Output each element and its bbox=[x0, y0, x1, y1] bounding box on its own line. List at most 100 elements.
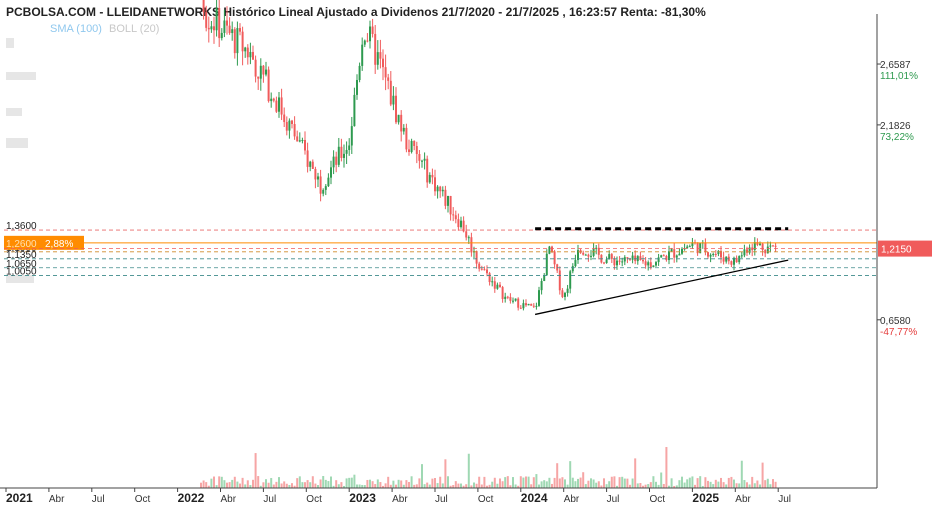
candle-body bbox=[447, 196, 449, 206]
candle-body bbox=[735, 257, 738, 263]
volume-bar bbox=[642, 485, 644, 488]
volume-bar bbox=[519, 476, 522, 488]
boll-indicator-label[interactable]: BOLL (20) bbox=[109, 23, 160, 35]
volume-bar bbox=[694, 484, 696, 488]
volume-bar bbox=[605, 484, 608, 488]
candle-body bbox=[623, 257, 626, 262]
volume-bar bbox=[491, 481, 494, 488]
x-year-label: 2025 bbox=[692, 491, 719, 505]
volume-bar bbox=[358, 484, 361, 488]
volume-bar bbox=[657, 484, 660, 488]
candle-body bbox=[262, 65, 265, 75]
volume-bar bbox=[413, 484, 416, 488]
volume-bar bbox=[252, 479, 254, 488]
candle-body bbox=[239, 28, 241, 32]
candle-body bbox=[421, 160, 423, 162]
volume-bar bbox=[395, 484, 397, 488]
volume-bar bbox=[527, 476, 530, 488]
candle-body bbox=[223, 20, 226, 33]
candle-body bbox=[371, 26, 374, 34]
candle-body bbox=[660, 255, 663, 258]
candle-body bbox=[478, 263, 481, 269]
volume-bar bbox=[558, 478, 561, 488]
volume-bar bbox=[363, 485, 366, 488]
volume-bar bbox=[548, 477, 551, 488]
candle-body bbox=[249, 51, 252, 58]
volume-bar bbox=[499, 478, 501, 488]
candle-body bbox=[327, 177, 330, 187]
candle-body bbox=[759, 243, 761, 245]
volume-bar bbox=[553, 477, 556, 488]
candle-body bbox=[423, 158, 426, 161]
volume-bar bbox=[696, 478, 699, 488]
volume-bar bbox=[239, 483, 241, 488]
candle-body bbox=[228, 25, 231, 34]
x-year-label: 2022 bbox=[178, 491, 205, 505]
volume-bar bbox=[322, 476, 325, 488]
candle-body bbox=[517, 298, 520, 308]
candle-body bbox=[569, 271, 572, 289]
candle-body bbox=[631, 255, 634, 260]
candle-body bbox=[733, 257, 735, 265]
candle-body bbox=[272, 98, 275, 101]
candle-body bbox=[291, 120, 293, 125]
volume-bar bbox=[722, 482, 725, 488]
candle-body bbox=[748, 247, 751, 253]
volume-bar bbox=[436, 483, 439, 488]
volume-bar bbox=[475, 483, 478, 488]
candle-body bbox=[665, 255, 668, 261]
candle-body bbox=[296, 136, 299, 142]
sma-indicator-label[interactable]: SMA (100) bbox=[50, 23, 102, 35]
volume-bar bbox=[311, 476, 314, 488]
volume-bar bbox=[636, 483, 639, 488]
volume-bar bbox=[293, 485, 296, 488]
candle-body bbox=[309, 161, 312, 167]
candle-body bbox=[493, 281, 496, 289]
candle-body bbox=[231, 29, 234, 34]
x-month-label: Jul bbox=[263, 494, 276, 505]
candle-body bbox=[605, 259, 608, 264]
volume-bar bbox=[421, 464, 423, 488]
candle-body bbox=[293, 124, 296, 137]
level-label: 1,1350 bbox=[6, 250, 37, 261]
volume-bar bbox=[309, 482, 312, 488]
candle-body bbox=[582, 252, 585, 255]
candle-body bbox=[311, 161, 314, 169]
candle-body bbox=[610, 254, 613, 259]
volume-bar bbox=[634, 458, 637, 488]
volume-bar bbox=[597, 481, 600, 488]
candle-body bbox=[376, 52, 379, 65]
volume-bar bbox=[720, 477, 722, 488]
candle-body bbox=[361, 44, 364, 66]
candle-body bbox=[535, 305, 538, 307]
candle-body bbox=[766, 246, 769, 254]
volume-bar bbox=[288, 484, 291, 488]
volume-bar bbox=[678, 480, 681, 488]
volume-bar bbox=[608, 481, 611, 488]
candle-body bbox=[509, 297, 512, 301]
candle-body bbox=[405, 127, 408, 150]
volume-bar bbox=[231, 479, 234, 488]
candle-body bbox=[395, 95, 397, 123]
volume-bar bbox=[426, 482, 429, 488]
volume-bar bbox=[462, 485, 465, 488]
volume-bar bbox=[675, 485, 678, 488]
support-trendline[interactable] bbox=[534, 259, 789, 316]
volume-bar bbox=[512, 477, 514, 488]
volume-bar bbox=[480, 484, 483, 488]
volume-bar bbox=[452, 485, 455, 488]
volume-bar bbox=[444, 459, 447, 488]
candle-body bbox=[564, 292, 566, 297]
candle-body bbox=[267, 69, 270, 102]
x-month-label: Abr bbox=[735, 494, 751, 505]
volume-bar bbox=[532, 477, 535, 488]
volume-bar bbox=[291, 483, 293, 488]
candle-body bbox=[408, 149, 410, 153]
volume-bar bbox=[335, 480, 338, 488]
volume-bar bbox=[740, 460, 743, 488]
volume-bar bbox=[285, 483, 288, 488]
candle-body bbox=[343, 153, 345, 158]
candle-body bbox=[207, 27, 210, 30]
volume-bar bbox=[202, 480, 205, 488]
